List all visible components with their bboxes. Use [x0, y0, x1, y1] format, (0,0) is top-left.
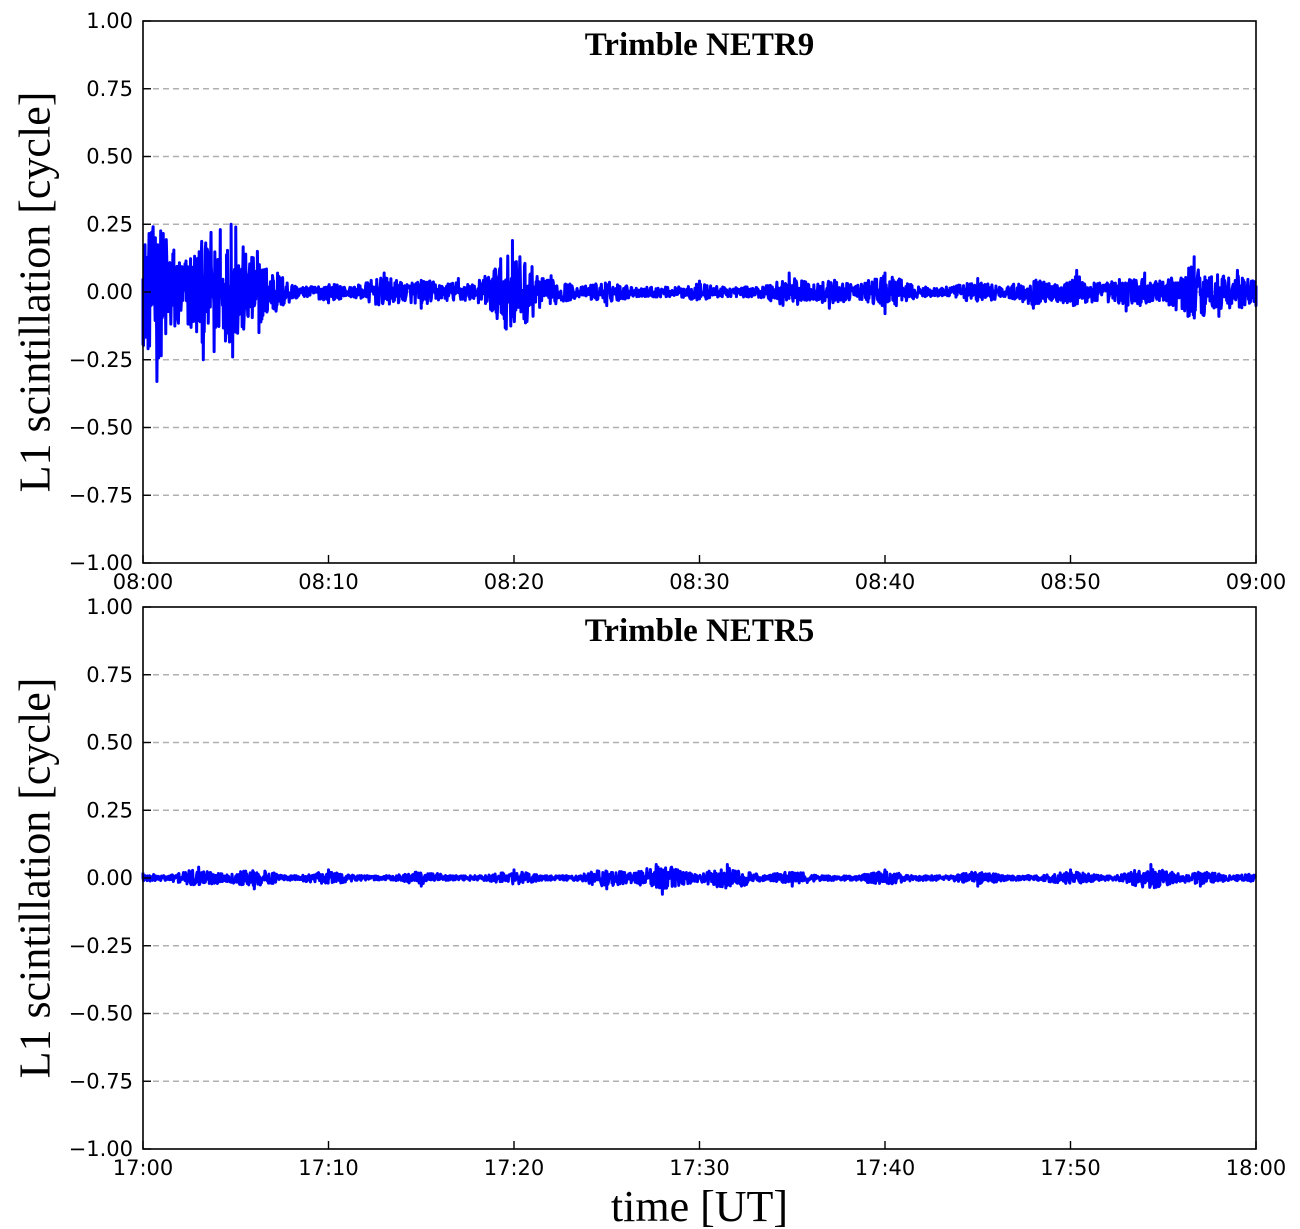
y-tick: 1.00	[86, 595, 151, 619]
x-tick-label: 08:00	[113, 570, 174, 594]
x-tick: 17:50	[1040, 1141, 1101, 1180]
x-tick-label: 08:30	[669, 570, 730, 594]
x-tick: 09:00	[1226, 555, 1287, 594]
x-tick-label: 17:40	[855, 1156, 916, 1180]
y-tick: 0.50	[86, 145, 151, 169]
y-tick: 0.00	[86, 280, 151, 304]
x-tick-label: 17:00	[113, 1156, 174, 1180]
y-tick: −0.75	[69, 1069, 151, 1093]
x-tick-label: 17:10	[298, 1156, 359, 1180]
x-tick-label: 08:40	[855, 570, 916, 594]
x-tick: 17:20	[484, 1141, 545, 1180]
y-tick: 0.75	[86, 663, 151, 687]
y-tick-label: 0.25	[86, 798, 133, 822]
y-tick-label: −0.50	[69, 1002, 133, 1026]
x-tick: 17:10	[298, 1141, 359, 1180]
y-tick-label: 0.25	[86, 212, 133, 236]
x-tick-label: 08:10	[298, 570, 359, 594]
x-tick-label: 18:00	[1226, 1156, 1287, 1180]
x-tick: 18:00	[1226, 1141, 1287, 1180]
y-tick-label: 0.50	[86, 145, 133, 169]
y-axis-ticks: 1.00 0.75 0.50 0.25 0.00 −0.25 −0.50 −0.…	[69, 9, 151, 575]
y-tick: −0.50	[69, 416, 151, 440]
x-tick-label: 09:00	[1226, 570, 1287, 594]
x-axis-label: time [UT]	[611, 1182, 788, 1229]
y-tick: −0.25	[69, 348, 151, 372]
y-tick: −0.25	[69, 934, 151, 958]
y-tick-label: 1.00	[86, 9, 133, 33]
scintillation-trace	[141, 222, 1258, 383]
x-axis-ticks: 17:00 17:10 17:20 17:30 17:40 17:50 18:0…	[113, 1141, 1287, 1180]
y-tick: 0.50	[86, 731, 151, 755]
y-tick-label: −1.00	[69, 1137, 133, 1161]
x-tick: 08:40	[855, 555, 916, 594]
y-tick: −0.50	[69, 1002, 151, 1026]
panel-title: Trimble NETR5	[585, 613, 814, 649]
x-tick: 17:30	[669, 1141, 730, 1180]
series-line	[141, 222, 1258, 383]
y-tick-label: −1.00	[69, 551, 133, 575]
y-tick: −0.75	[69, 483, 151, 507]
y-tick-label: 0.00	[86, 866, 133, 890]
scintillation-trace	[141, 862, 1257, 896]
x-tick-label: 17:20	[484, 1156, 545, 1180]
y-axis-ticks: 1.00 0.75 0.50 0.25 0.00 −0.25 −0.50 −0.…	[69, 595, 151, 1161]
panel-netr9: 1.00 0.75 0.50 0.25 0.00 −0.25 −0.50 −0.…	[10, 9, 1286, 594]
y-tick-label: −0.25	[69, 348, 133, 372]
x-tick: 08:50	[1040, 555, 1101, 594]
x-tick: 17:00	[113, 1141, 174, 1180]
panel-netr5: 1.00 0.75 0.50 0.25 0.00 −0.25 −0.50 −0.…	[10, 595, 1286, 1229]
y-tick-label: −0.75	[69, 483, 133, 507]
y-tick: 0.75	[86, 77, 151, 101]
x-tick: 08:00	[113, 555, 174, 594]
y-tick-label: −0.75	[69, 1069, 133, 1093]
x-tick-label: 17:50	[1040, 1156, 1101, 1180]
y-tick-label: −0.50	[69, 416, 133, 440]
series-line	[141, 862, 1257, 896]
y-tick: 0.25	[86, 798, 151, 822]
y-tick-label: 0.75	[86, 663, 133, 687]
x-axis-ticks: 08:00 08:10 08:20 08:30 08:40 08:50 09:0…	[113, 555, 1287, 594]
x-tick: 08:30	[669, 555, 730, 594]
x-tick: 08:20	[484, 555, 545, 594]
y-tick-label: −0.25	[69, 934, 133, 958]
y-tick-label: 0.00	[86, 280, 133, 304]
y-tick: −1.00	[69, 551, 151, 575]
x-tick: 17:40	[855, 1141, 916, 1180]
y-tick-label: 0.50	[86, 731, 133, 755]
y-axis-label: L1 scintillation [cycle]	[10, 92, 59, 493]
y-tick-label: 1.00	[86, 595, 133, 619]
y-axis-label: L1 scintillation [cycle]	[10, 678, 59, 1079]
panel-title: Trimble NETR9	[585, 27, 814, 63]
x-tick: 08:10	[298, 555, 359, 594]
y-tick: 0.25	[86, 212, 151, 236]
x-tick-label: 08:50	[1040, 570, 1101, 594]
y-tick: 1.00	[86, 9, 151, 33]
x-tick-label: 08:20	[484, 570, 545, 594]
y-tick: −1.00	[69, 1137, 151, 1161]
y-tick: 0.00	[86, 866, 151, 890]
y-tick-label: 0.75	[86, 77, 133, 101]
x-tick-label: 17:30	[669, 1156, 730, 1180]
